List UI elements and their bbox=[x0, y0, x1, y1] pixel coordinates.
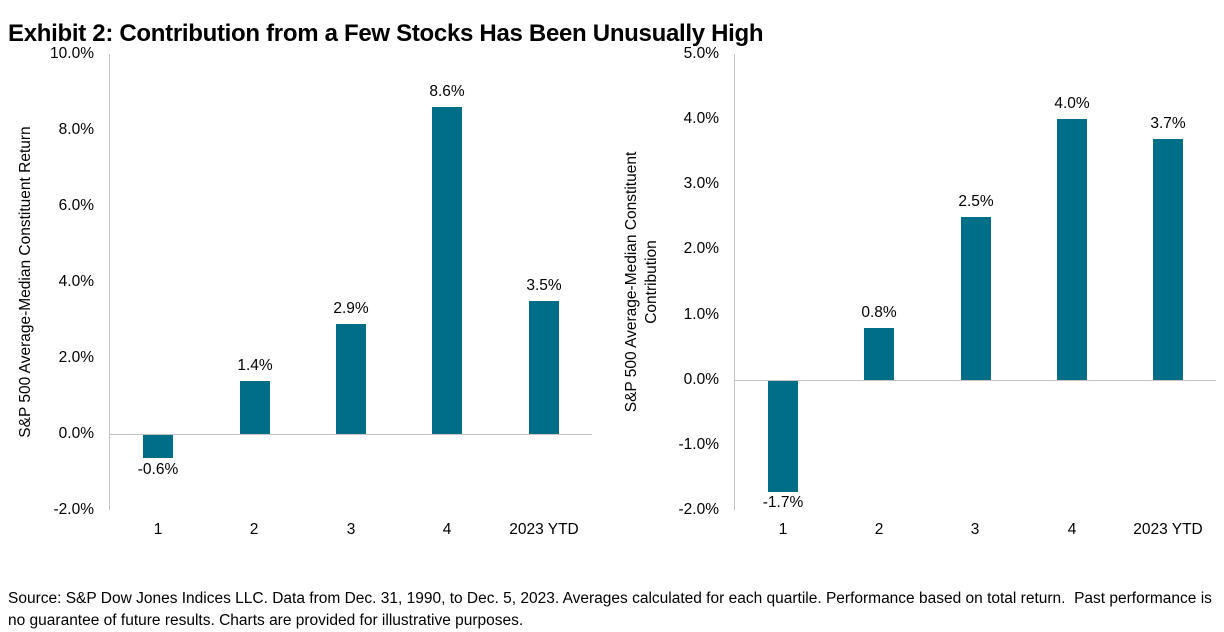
bar-value-label: 4.0% bbox=[1054, 95, 1090, 112]
x-axis-label: 3 bbox=[970, 521, 980, 538]
y-tick-label: -1.0% bbox=[678, 435, 720, 453]
x-axis-label: 2 bbox=[874, 521, 884, 538]
y-tick-label: 4.0% bbox=[683, 110, 719, 128]
y-tick-label: 0.0% bbox=[58, 425, 94, 442]
y-axis-line bbox=[734, 54, 735, 510]
bar-3 bbox=[961, 217, 991, 380]
bar-value-label: 3.7% bbox=[1150, 115, 1186, 132]
bar-4 bbox=[432, 107, 462, 434]
y-tick-label: 1.0% bbox=[683, 305, 719, 323]
bar-1 bbox=[143, 435, 173, 458]
bar-2 bbox=[240, 381, 270, 434]
y-tick-label: 0.0% bbox=[683, 370, 719, 388]
x-axis-label: 2023 YTD bbox=[1133, 521, 1203, 538]
y-tick-label: -2.0% bbox=[53, 501, 95, 518]
y-tick-label: 2.0% bbox=[683, 240, 719, 258]
x-axis-label: 3 bbox=[346, 521, 356, 538]
y-tick-label: 6.0% bbox=[58, 197, 94, 214]
x-axis-label: 1 bbox=[778, 521, 788, 538]
bar-2023 YTD bbox=[529, 301, 559, 434]
bar-value-label: 2.9% bbox=[333, 300, 369, 317]
bar-value-label: 0.8% bbox=[861, 304, 897, 321]
y-axis-title-line: S&P 500 Average-Median Constituent bbox=[623, 151, 640, 413]
y-tick-label: 8.0% bbox=[58, 121, 94, 138]
bar-value-label: -1.7% bbox=[762, 494, 804, 511]
x-axis-label: 4 bbox=[442, 521, 452, 538]
y-tick-label: -2.0% bbox=[678, 501, 720, 518]
x-axis-label: 2023 YTD bbox=[509, 521, 579, 538]
y-axis-line bbox=[109, 54, 110, 510]
bar-4 bbox=[1057, 119, 1087, 380]
y-tick-label: 5.0% bbox=[683, 45, 719, 62]
chart-constituent-return: S&P 500 Average-Median Constituent Retur… bbox=[0, 40, 610, 560]
bar-value-label: 2.5% bbox=[958, 193, 994, 210]
bar-3 bbox=[336, 324, 366, 434]
x-axis-label: 4 bbox=[1067, 521, 1077, 538]
bar-2023 YTD bbox=[1153, 139, 1183, 380]
x-axis-label: 1 bbox=[153, 521, 163, 538]
bar-value-label: -0.6% bbox=[137, 461, 179, 478]
bar-value-label: 3.5% bbox=[526, 277, 562, 294]
y-tick-label: 4.0% bbox=[58, 273, 94, 290]
zero-baseline bbox=[735, 380, 1216, 381]
y-tick-label: 3.0% bbox=[683, 175, 719, 193]
exhibit-title: Exhibit 2: Contribution from a Few Stock… bbox=[8, 20, 764, 48]
x-axis-label: 2 bbox=[249, 521, 259, 538]
bar-2 bbox=[864, 328, 894, 380]
source-disclaimer-text: Source: S&P Dow Jones Indices LLC. Data … bbox=[8, 589, 1217, 629]
bar-value-label: 8.6% bbox=[429, 83, 465, 100]
charts-row: S&P 500 Average-Median Constituent Retur… bbox=[0, 40, 1224, 560]
y-tick-label: 10.0% bbox=[50, 45, 94, 62]
bar-1 bbox=[768, 381, 798, 492]
y-axis-title: S&P 500 Average-Median Constituent Contri… bbox=[622, 54, 662, 510]
chart-constituent-contribution: S&P 500 Average-Median Constituent Contri… bbox=[612, 40, 1224, 560]
bar-value-label: 1.4% bbox=[237, 357, 273, 374]
y-tick-label: 2.0% bbox=[58, 349, 94, 366]
zero-baseline bbox=[110, 434, 592, 435]
